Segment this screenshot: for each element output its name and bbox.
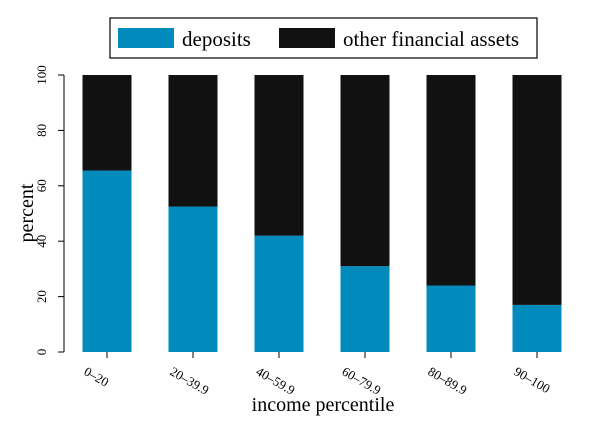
y-axis-title: percent [16, 183, 38, 242]
y-tick-label-0: 0 [34, 349, 49, 356]
legend-label-other-financial-assets: other financial assets [343, 27, 519, 51]
legend-swatch-other-financial-assets [279, 28, 335, 48]
x-axis: 0–20 20–39.9 40–59.9 60–79.9 80–89.9 90–100 [82, 352, 553, 398]
x-tick-label-60-79-9: 60–79.9 [340, 364, 384, 398]
y-tick-label-40: 40 [34, 235, 49, 248]
bar-other-financial-assets-40-59-9 [254, 75, 304, 236]
y-tick-label-100: 100 [34, 65, 49, 85]
y-axis: 0 20 40 60 80 100 [34, 65, 65, 356]
bar-deposits-20-39-9 [168, 206, 218, 352]
plot-area [82, 75, 562, 352]
bar-deposits-60-79-9 [340, 266, 390, 352]
bar-deposits-90-100 [512, 304, 562, 352]
y-tick-label-80: 80 [34, 124, 49, 137]
x-axis-title: income percentile [252, 394, 395, 416]
x-tick-label-90-100: 90–100 [512, 364, 553, 396]
x-tick-label-40-59-9: 40–59.9 [254, 364, 298, 398]
bar-deposits-0-20 [82, 170, 132, 352]
bar-other-financial-assets-0-20 [82, 75, 132, 171]
bar-other-financial-assets-90-100 [512, 75, 562, 305]
legend-swatch-deposits [118, 28, 174, 48]
y-tick-label-60: 60 [34, 179, 49, 192]
legend-label-deposits: deposits [182, 27, 251, 51]
legend: deposits other financial assets [109, 17, 538, 59]
x-tick-label-0-20: 0–20 [82, 364, 112, 390]
bar-deposits-40-59-9 [254, 235, 304, 352]
bar-other-financial-assets-20-39-9 [168, 75, 218, 207]
y-tick-label-20: 20 [34, 290, 49, 303]
bar-other-financial-assets-60-79-9 [340, 75, 390, 267]
x-tick-label-80-89-9: 80–89.9 [426, 364, 470, 398]
x-tick-label-20-39-9: 20–39.9 [168, 364, 212, 398]
bar-deposits-80-89-9 [426, 285, 476, 352]
bar-other-financial-assets-80-89-9 [426, 75, 476, 286]
